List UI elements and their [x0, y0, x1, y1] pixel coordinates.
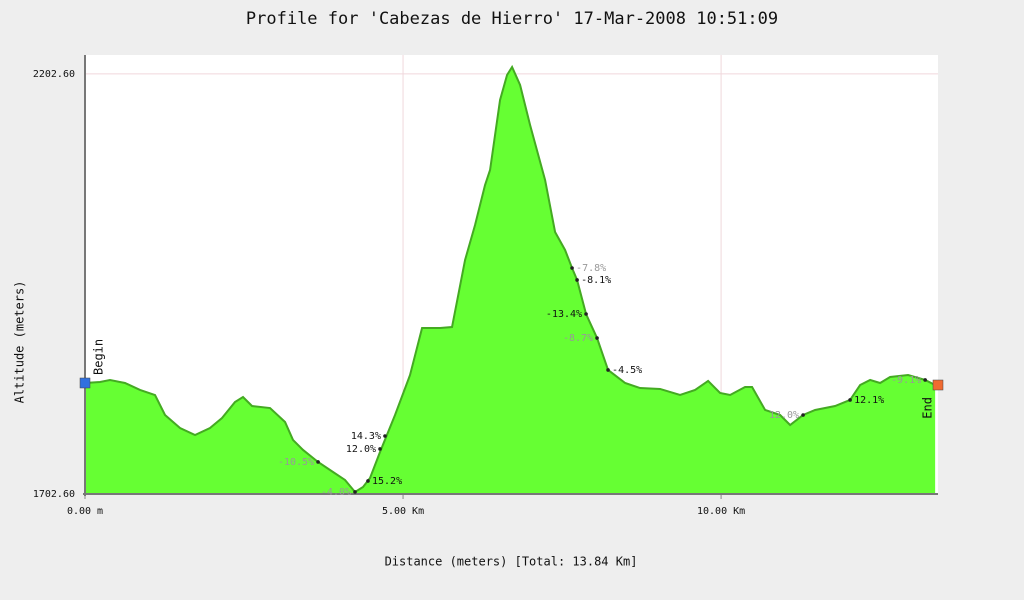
grade-label: -8.7% [563, 333, 593, 344]
x-tick-label: 5.00 Km [382, 506, 424, 517]
grade-label: 12.0% [769, 410, 799, 421]
endpoint-label: End [921, 397, 935, 419]
grade-point [353, 490, 357, 494]
endpoint-marker [932, 379, 944, 391]
grade-label: -4.0% [321, 487, 351, 498]
grade-label: 14.3% [351, 431, 381, 442]
grade-point [606, 368, 610, 372]
x-tick-label: 0.00 m [67, 506, 103, 517]
grade-point [923, 378, 927, 382]
grade-label: -13.4% [546, 309, 582, 320]
x-axis-label: Distance (meters) [Total: 13.84 Km] [385, 555, 638, 569]
grade-label: 12.0% [346, 444, 376, 455]
y-tick-label: 1702.60 [33, 489, 75, 500]
endpoint-marker [79, 377, 91, 389]
grade-label: -7.8% [576, 263, 606, 274]
y-tick-label: 2202.60 [33, 69, 75, 80]
grade-point [848, 398, 852, 402]
grade-point [801, 413, 805, 417]
grade-label: -10.5% [278, 457, 314, 468]
grade-point [316, 460, 320, 464]
endpoint-label: Begin [92, 339, 106, 375]
x-tick-label: 10.00 Km [697, 506, 745, 517]
grade-label: 15.2% [372, 476, 402, 487]
grade-point [366, 479, 370, 483]
grade-point [570, 266, 574, 270]
grade-point [584, 312, 588, 316]
area [85, 67, 936, 495]
grade-label: -8.1% [581, 275, 611, 286]
y-axis-label: Altitude (meters) [13, 281, 27, 404]
chart-title: Profile for 'Cabezas de Hierro' 17-Mar-2… [246, 9, 778, 29]
profile-line [84, 64, 936, 494]
grade-point [595, 336, 599, 340]
grade-label: -9.1% [891, 375, 921, 386]
grade-point [575, 278, 579, 282]
grade-point [383, 434, 387, 438]
grade-point [378, 447, 382, 451]
grade-label: -4.5% [612, 365, 642, 376]
grade-label: 12.1% [854, 395, 884, 406]
